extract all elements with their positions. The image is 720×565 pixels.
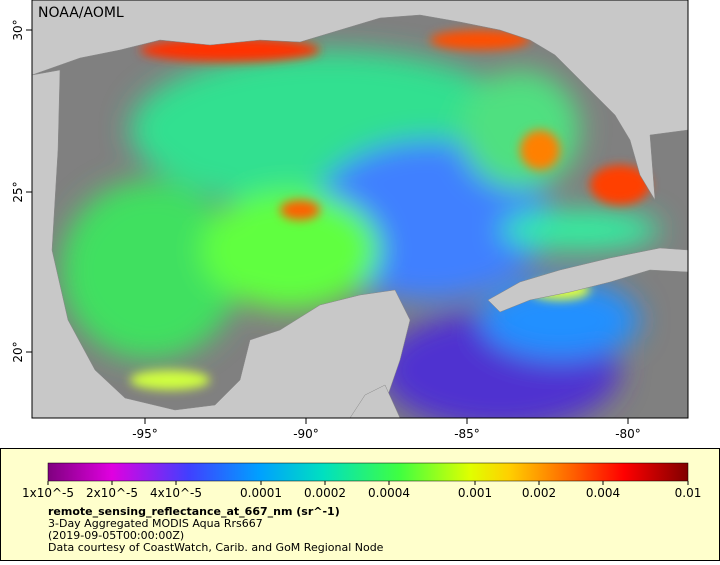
- x-tick-label: -80°: [615, 427, 641, 441]
- y-tick-label: 25°: [11, 181, 25, 202]
- land-mexico: [32, 69, 411, 418]
- colorbar-label: 0.004: [586, 486, 620, 500]
- land-north-america: [32, 0, 688, 201]
- land-central-america: [349, 384, 401, 418]
- colorbar-label: 0.002: [522, 486, 556, 500]
- colorbar-label: 0.0004: [368, 486, 410, 500]
- x-tick-label: -95°: [132, 427, 158, 441]
- x-tick-label: -85°: [454, 427, 480, 441]
- colorbar-label: 0.001: [458, 486, 492, 500]
- colorbar-label: 1x10^-5: [22, 486, 74, 500]
- colorbar-label: 4x10^-5: [150, 486, 202, 500]
- high-reflectance-coast: [130, 30, 650, 390]
- caption-line: 3-Day Aggregated MODIS Aqua Rrs667: [48, 517, 263, 530]
- x-tick-label: -90°: [293, 427, 319, 441]
- variable-name: remote_sensing_reflectance_at_667_nm (sr…: [48, 505, 340, 518]
- colorbar-label: 2x10^-5: [86, 486, 138, 500]
- colorbar-label: 0.0002: [304, 486, 346, 500]
- map: [32, 0, 688, 418]
- caption-line: (2019-09-05T00:00:00Z): [48, 529, 184, 542]
- y-tick-label: 20°: [11, 341, 25, 362]
- colorbar: [47, 462, 689, 482]
- colorbar-label: 0.01: [675, 486, 702, 500]
- colorbar-ticks: 1x10^-5 2x10^-5 4x10^-5 0.0001 0.0002 0.0004 0…: [22, 481, 701, 500]
- caption-line: Data courtesy of CoastWatch, Carib. and …: [48, 541, 384, 554]
- y-axis: 30° 25° 20°: [11, 19, 32, 363]
- x-axis: -95° -90° -85° -80°: [132, 418, 641, 441]
- reflectance-field: [60, 50, 660, 418]
- map-title: NOAA/AOML: [38, 5, 124, 21]
- colorbar-label: 0.0001: [240, 486, 282, 500]
- map-frame: [31, 0, 689, 419]
- y-tick-label: 30°: [11, 19, 25, 40]
- legend-panel: 1x10^-5 2x10^-5 4x10^-5 0.0001 0.0002 0.0004 0…: [0, 448, 720, 561]
- land-cuba: [487, 247, 688, 313]
